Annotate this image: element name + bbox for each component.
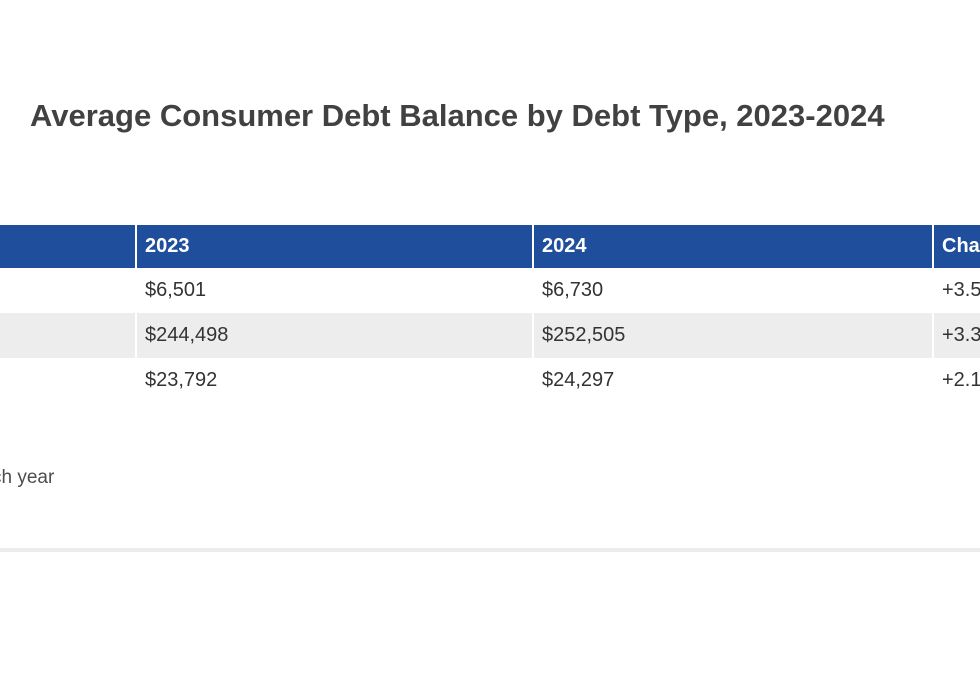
col-header-2024: 2024 — [532, 225, 932, 268]
table-row: $23,792 $24,297 +2.1% — [0, 358, 980, 403]
cell-row2-label — [0, 313, 135, 358]
cell-row3-label — [0, 358, 135, 403]
col-header-change: Change — [932, 225, 980, 268]
table-header-row: 2023 2024 Change — [0, 225, 980, 268]
col-header-debt-type — [0, 225, 135, 268]
section-divider — [0, 548, 980, 552]
cell-row3-2023: $23,792 — [135, 358, 532, 403]
table-row: $244,498 $252,505 +3.3% — [0, 313, 980, 358]
cell-row1-2024: $6,730 — [532, 268, 932, 313]
cell-row2-change: +3.3% — [932, 313, 980, 358]
col-header-2023: 2023 — [135, 225, 532, 268]
cell-row1-2023: $6,501 — [135, 268, 532, 313]
cell-row3-change: +2.1% — [932, 358, 980, 403]
table-row: $6,501 $6,730 +3.5% — [0, 268, 980, 313]
cell-row1-label — [0, 268, 135, 313]
debt-balance-table: 2023 2024 Change $6,501 $6,730 +3.5% $24… — [0, 225, 980, 403]
cell-row3-2024: $24,297 — [532, 358, 932, 403]
source-caption: ch year — [0, 467, 55, 488]
cell-row2-2023: $244,498 — [135, 313, 532, 358]
cell-row2-2024: $252,505 — [532, 313, 932, 358]
cell-row1-change: +3.5% — [932, 268, 980, 313]
page-title: Average Consumer Debt Balance by Debt Ty… — [30, 98, 885, 133]
